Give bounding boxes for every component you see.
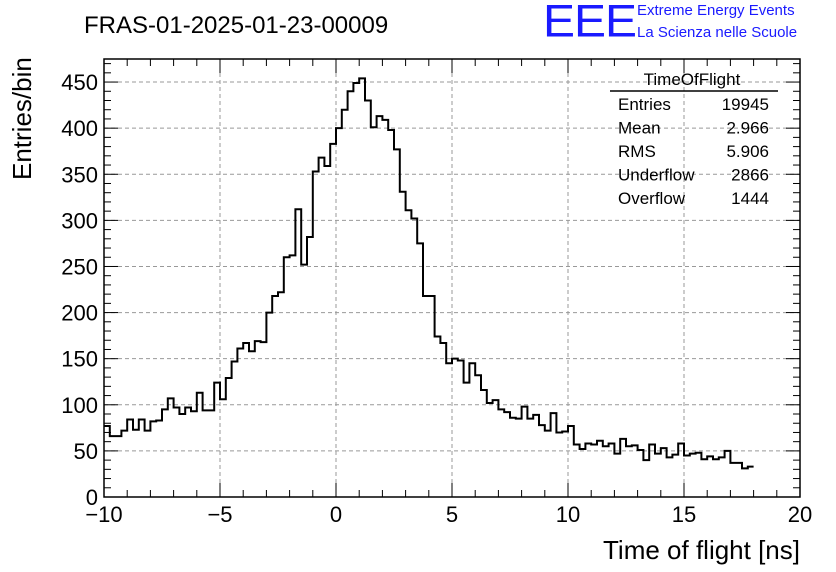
stats-value: 5.906 xyxy=(726,142,769,161)
stats-value: 1444 xyxy=(731,189,769,208)
x-tick-label: −10 xyxy=(85,502,122,527)
y-grid-lines xyxy=(104,81,800,452)
y-axis-label: Entries/bin xyxy=(7,57,37,180)
stats-label: RMS xyxy=(618,142,656,161)
y-tick-label: 0 xyxy=(86,485,98,510)
y-tick-label: 150 xyxy=(61,347,98,372)
stats-label: Mean xyxy=(618,119,661,138)
y-tick-labels: 0 50 100 150 200 250 300 350 400 450 xyxy=(61,70,98,510)
y-tick-label: 200 xyxy=(61,301,98,326)
x-tick-labels: −10 −5 0 5 10 15 20 xyxy=(85,502,812,527)
x-tick-label: 15 xyxy=(672,502,696,527)
y-tick-label: 100 xyxy=(61,393,98,418)
y-tick-label: 50 xyxy=(74,439,98,464)
y-tick-label: 250 xyxy=(61,254,98,279)
stats-rows: Entries 19945 Mean 2.966 RMS 5.906 Underflow 28… xyxy=(618,95,769,208)
x-tick-label: 0 xyxy=(330,502,342,527)
stats-value: 2866 xyxy=(731,166,769,185)
x-tick-label: 20 xyxy=(788,502,812,527)
x-tick-label: 5 xyxy=(446,502,458,527)
stats-value: 19945 xyxy=(722,95,769,114)
stats-value: 2.966 xyxy=(726,119,769,138)
logo-line-1: Extreme Energy Events xyxy=(637,2,795,19)
histogram-line xyxy=(104,77,754,470)
x-axis-label: Time of flight [ns] xyxy=(603,535,800,565)
stats-label: Underflow xyxy=(618,166,695,185)
stats-title: TimeOfFlight xyxy=(644,70,741,89)
logo-line-2: La Scienza nelle Scuole xyxy=(637,24,798,41)
x-tick-label: 10 xyxy=(556,502,580,527)
y-tick-label: 400 xyxy=(61,116,98,141)
stats-box: TimeOfFlight Entries 19945 Mean 2.966 RMS 5.9… xyxy=(610,70,778,208)
y-tick-label: 350 xyxy=(61,162,98,187)
stats-label: Entries xyxy=(618,95,671,114)
x-grid-lines xyxy=(219,59,685,497)
eee-logo-mark: EEE xyxy=(543,0,637,47)
y-tick-label: 300 xyxy=(61,208,98,233)
y-tick-label: 450 xyxy=(61,70,98,95)
chart-title: FRAS-01-2025-01-23-00009 xyxy=(84,12,388,39)
stats-label: Overflow xyxy=(618,189,686,208)
x-tick-label: −5 xyxy=(207,502,232,527)
axis-ticks xyxy=(103,59,801,498)
